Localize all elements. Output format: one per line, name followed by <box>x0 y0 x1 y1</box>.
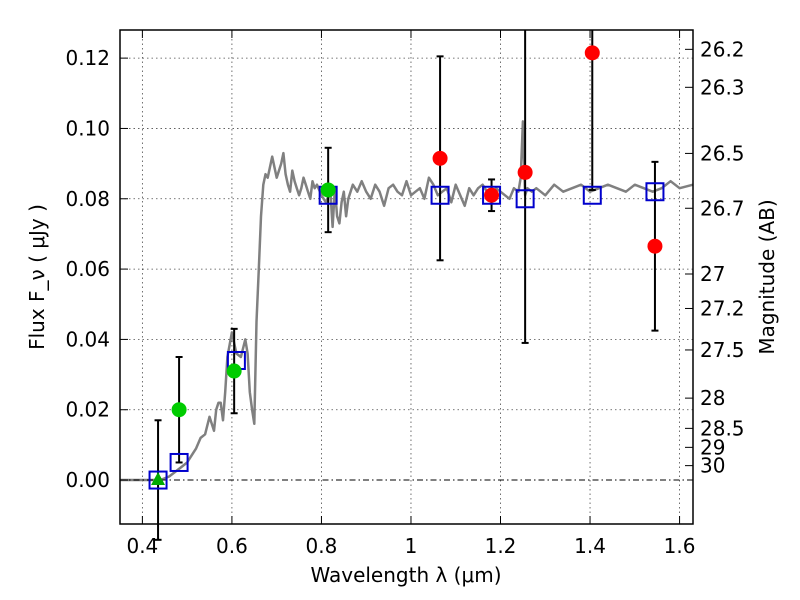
y-axis-title: Flux F_ν ( μJy ) <box>25 204 49 350</box>
y2-axis-title: Magnitude (AB) <box>755 199 779 354</box>
x-tick-label: 1.4 <box>574 534 606 558</box>
x-axis-title: Wavelength λ (μm) <box>310 563 501 587</box>
model-point <box>148 470 168 490</box>
model-point <box>482 185 502 205</box>
x-tick-label: 1.2 <box>485 534 517 558</box>
data-point <box>226 363 242 379</box>
data-point <box>647 238 663 254</box>
x-tick-label: 0.4 <box>126 534 158 558</box>
mag-tick-label: 27.5 <box>700 338 745 362</box>
marker-layer <box>148 30 665 541</box>
mag-tick-label: 26.2 <box>700 37 745 61</box>
data-point <box>432 150 448 166</box>
mag-tick-label: 29 <box>700 435 725 459</box>
y-tick-label: 0.02 <box>65 398 110 422</box>
ticks <box>120 30 693 524</box>
model-point <box>582 185 602 205</box>
model-point <box>169 452 189 472</box>
spectrum-layer <box>120 120 694 482</box>
x-tick-label: 1 <box>405 534 418 558</box>
grid <box>120 30 693 524</box>
x-tick-label: 1.6 <box>664 534 696 558</box>
y-tick-label: 0.08 <box>65 187 110 211</box>
model-point <box>430 185 450 205</box>
mag-tick-label: 28 <box>700 386 725 410</box>
y-tick-label: 0.04 <box>65 327 110 351</box>
data-point <box>484 187 500 203</box>
mag-tick-label: 26.5 <box>700 141 745 165</box>
x-tick-label: 0.6 <box>216 534 248 558</box>
mag-tick-label: 27 <box>700 262 725 286</box>
mag-tick-label: 28.5 <box>700 416 745 440</box>
tick-labels: 0.4 0.6 0.8 1 1.2 1.4 1.6 0.00 0.02 0.04 0.06 0.08 0… <box>65 37 744 558</box>
model-point <box>515 189 535 209</box>
limit-point <box>151 472 166 486</box>
y-tick-label: 0.12 <box>65 46 110 70</box>
model-point <box>645 182 665 202</box>
data-point <box>320 182 336 198</box>
data-point <box>517 164 533 180</box>
mag-tick-label: 27.2 <box>700 296 745 320</box>
data-point <box>171 402 187 418</box>
data-point <box>584 45 600 61</box>
mag-tick-label: 30 <box>700 454 725 478</box>
y-tick-label: 0.00 <box>65 468 110 492</box>
y-tick-label: 0.06 <box>65 257 110 281</box>
y-tick-label: 0.10 <box>65 116 110 140</box>
x-tick-label: 0.8 <box>306 534 338 558</box>
mag-tick-label: 26.3 <box>700 75 745 99</box>
mag-tick-label: 26.7 <box>700 196 745 220</box>
spectrum-line <box>120 120 694 482</box>
plot-frame <box>119 29 694 525</box>
